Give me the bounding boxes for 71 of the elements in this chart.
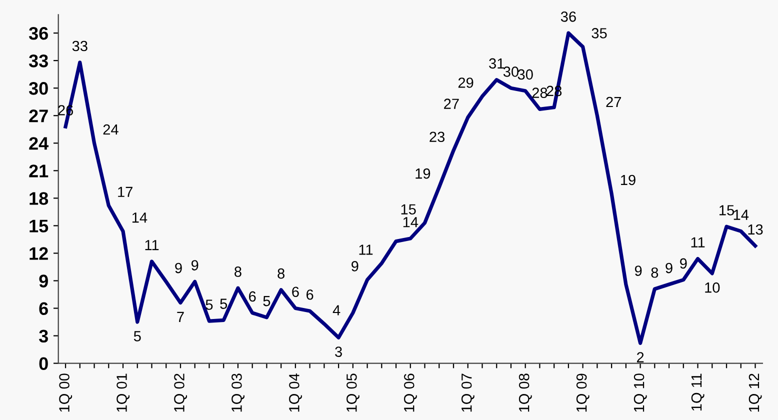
data-label: 24 (103, 124, 118, 135)
data-label: 33 (72, 40, 88, 52)
data-label: 11 (359, 244, 373, 255)
data-label: 17 (118, 186, 132, 197)
data-label: 5 (206, 300, 213, 310)
data-label: 6 (306, 289, 314, 300)
data-label: 11 (145, 240, 159, 250)
data-label: 7 (177, 312, 184, 322)
y-tick-label: 15 (30, 220, 48, 232)
x-tick-label: 1Q 00 (59, 374, 72, 412)
y-tick-label: 6 (39, 302, 48, 315)
x-tick-label: 1Q 06 (404, 374, 417, 412)
x-tick-label: 1Q 09 (576, 374, 590, 412)
data-label: 14 (132, 212, 148, 223)
data-label: 19 (621, 174, 636, 186)
data-label: 35 (592, 28, 607, 38)
data-label: 9 (175, 262, 182, 274)
data-label: 10 (705, 282, 720, 293)
data-label: 5 (220, 298, 228, 309)
data-label: 8 (234, 266, 242, 277)
data-label: 9 (666, 262, 672, 274)
x-tick-label: 1Q 10 (634, 374, 647, 412)
data-label: 27 (606, 96, 622, 108)
data-label: 31 (489, 58, 504, 69)
y-tick-label: 36 (28, 26, 48, 40)
data-label: 5 (134, 331, 141, 342)
x-tick-label: 1Q 07 (461, 374, 474, 412)
data-label: 2 (636, 352, 644, 362)
data-label: 9 (634, 266, 642, 276)
data-label: 8 (651, 267, 658, 278)
x-tick-label: 1Q 03 (232, 374, 244, 412)
data-label: 15 (401, 204, 416, 215)
y-tick-label: 24 (29, 137, 49, 150)
x-tick-label: 1Q 04 (289, 373, 302, 412)
x-tick-label: 1Q 02 (174, 374, 188, 412)
data-label: 29 (458, 78, 474, 88)
data-label: 3 (335, 346, 342, 357)
y-tick-label: 12 (30, 247, 48, 260)
data-label: 6 (292, 286, 299, 298)
data-label: 8 (278, 268, 284, 279)
x-tick-label: 1Q 12 (748, 374, 762, 412)
y-tick-label: 18 (30, 192, 48, 205)
data-label: 14 (734, 210, 749, 220)
data-label: 23 (430, 132, 445, 142)
data-label: 9 (352, 261, 358, 272)
y-tick-label: 27 (29, 110, 48, 122)
y-tick-label: 33 (28, 54, 48, 68)
data-label: 9 (191, 260, 198, 270)
x-tick-label: 1Q 05 (346, 374, 360, 412)
y-tick-label: 9 (39, 274, 48, 288)
data-label: 36 (560, 12, 576, 22)
data-label: 19 (416, 168, 430, 179)
y-tick-label: 30 (28, 82, 48, 95)
data-label: 28 (532, 88, 548, 98)
y-tick-label: 0 (39, 357, 48, 370)
data-label: 15 (720, 205, 734, 216)
data-label: 11 (691, 237, 705, 248)
data-label: 6 (249, 291, 256, 302)
x-tick-label: 1Q 08 (518, 374, 532, 412)
data-label: 5 (263, 296, 270, 306)
data-label: 30 (503, 66, 519, 77)
x-tick-label: 1Q 11 (691, 374, 704, 411)
data-label: 13 (748, 224, 763, 235)
data-label: 9 (680, 258, 687, 269)
data-label: 30 (518, 69, 533, 80)
y-tick-label: 3 (39, 330, 48, 343)
data-label: 27 (444, 98, 459, 109)
x-tick-label: 1Q 01 (116, 374, 130, 412)
data-label: 14 (403, 217, 418, 228)
data-label: 4 (332, 305, 340, 316)
y-tick-label: 21 (29, 164, 48, 178)
